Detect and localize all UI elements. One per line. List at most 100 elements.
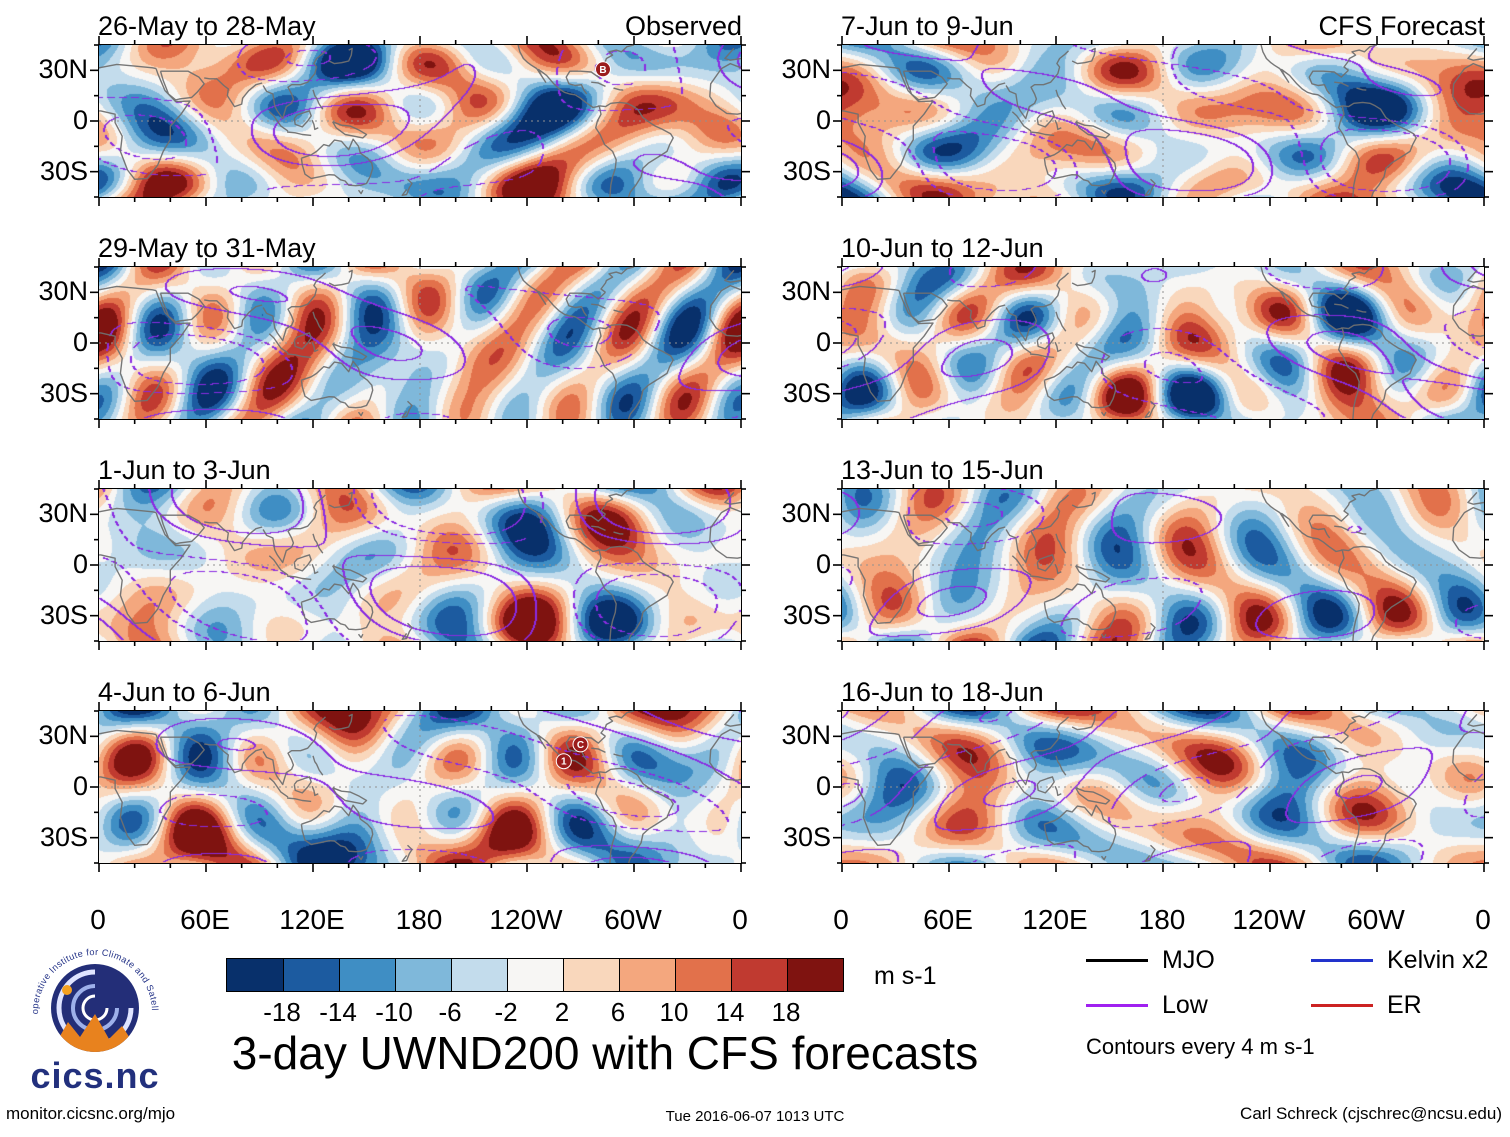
colorbar-labels: -18 -14 -10 -6 -2 2 6 10 14 18 [226,992,844,1027]
map-panel: 10-Jun to 12-Jun 30N 0 30S [781,230,1493,428]
storm-marker: 1 [555,753,572,770]
colorbar-tick-label: 2 [554,997,570,1027]
logo-spiral-inner [81,994,109,1022]
map-overlay [833,480,1493,650]
coastlines [98,488,742,642]
colorbar-cell [787,959,843,991]
x-tick-label: 60W [604,904,662,935]
map-plot [833,480,1493,650]
axis-ticks [833,258,1493,428]
colorbar-cell [675,959,731,991]
panel-header: 26-May to 28-May Observed [98,8,742,41]
colorbar-tick-label: 18 [771,997,801,1027]
y-tick-label: 0 [72,327,88,357]
map-overlay [833,36,1493,206]
logo-spiral-mid [71,984,119,1032]
cics-logo-graphic: Cooperative Institute for Climate and Sa… [6,934,160,1052]
x-tick-label: 0 [833,904,849,935]
colorbar-cell [339,959,395,991]
panel-header: 13-Jun to 15-Jun [841,452,1485,485]
panel-header: 4-Jun to 6-Jun [98,674,742,707]
panel-header: 10-Jun to 12-Jun [841,230,1485,263]
gridlines [842,45,1484,197]
panel-header: 1-Jun to 3-Jun [98,452,742,485]
storm-marker: C [572,736,589,753]
x-tick-label: 0 [90,904,106,935]
colorbar-cell [227,959,283,991]
panel-title: 1-Jun to 3-Jun [98,455,271,485]
x-tick-label: 120W [1232,904,1306,935]
y-tick-label: 30S [782,599,831,630]
colorbar-tick-label: 14 [715,997,745,1027]
map-plot: B [90,36,750,206]
map-overlay [90,480,750,650]
coastlines [841,710,1485,864]
panel-title: 4-Jun to 6-Jun [98,677,271,707]
column-label: CFS Forecast [1318,11,1485,41]
y-tick-label: 30N [38,720,88,751]
panel-title: 10-Jun to 12-Jun [841,233,1044,263]
coastlines [841,488,1485,642]
x-tick-label: 180 [395,904,443,935]
x-tick-label: 120E [279,904,345,935]
axis-ticks [833,36,1493,206]
axis-ticks [833,702,1493,872]
y-tick-label: 0 [815,549,831,579]
x-tick-label: 60E [180,904,230,935]
map-overlay: B [90,36,750,206]
axis-ticks [90,480,750,650]
map-panel: 16-Jun to 18-Jun 30N 0 30S [781,674,1493,872]
y-tick-label: 30S [39,821,88,852]
legend-line-sample [1086,959,1148,962]
colorbar-cell [507,959,563,991]
legend-item: MJO [1086,946,1311,975]
y-tick-label: 0 [72,549,88,579]
x-tick-label: 120E [1022,904,1088,935]
map-overlay [90,258,750,428]
legend-label: MJO [1162,946,1215,974]
forecast-column: 7-Jun to 9-Jun CFS Forecast 30N 0 30S 10-J… [781,8,1493,942]
cics-logo: Cooperative Institute for Climate and Sa… [6,934,180,1097]
y-tick-label: 30N [38,54,88,85]
figure-title: 3-day UWND200 with CFS forecasts [231,1027,979,1079]
colorbar-tick-label: -10 [375,997,413,1027]
map-panel: 13-Jun to 15-Jun 30N 0 30S [781,452,1493,650]
colorbar: -18 -14 -10 -6 -2 2 6 10 14 18 [226,958,844,1027]
y-tick-label: 30S [39,599,88,630]
logo-mountains [51,1014,139,1052]
y-axis-labels: 30N 0 30S [38,44,98,198]
coastlines [98,710,742,864]
source-url: monitor.cicsnc.org/mjo [6,1104,176,1123]
y-tick-label: 0 [815,771,831,801]
y-axis-labels: 30N 0 30S [38,710,98,864]
colorbar-cell [563,959,619,991]
map-panel: 26-May to 28-May Observed 30N 0 30S B [38,8,750,206]
gridlines [99,489,741,641]
legend-note: Contours every 4 m s-1 [1086,1034,1315,1059]
column-label: Observed [624,11,742,41]
y-axis-labels: 30N 0 30S [781,488,841,642]
y-tick-label: 30N [38,498,88,529]
colorbar-cell [283,959,339,991]
author-credit: Carl Schreck (cjschrec@ncsu.edu) [1240,1104,1502,1123]
gridlines [842,267,1484,419]
panel-title: 16-Jun to 18-Jun [841,677,1044,707]
map-plot [90,480,750,650]
observed-column: 26-May to 28-May Observed 30N 0 30S B 29-M… [38,8,750,942]
gridlines [99,267,741,419]
legend-item: Low [1086,991,1311,1020]
colorbar-cell [731,959,787,991]
map-panel: 7-Jun to 9-Jun CFS Forecast 30N 0 30S [781,8,1493,206]
y-tick-label: 0 [815,327,831,357]
colorbar-tick-label: -6 [438,997,462,1027]
map-plot [833,36,1493,206]
y-tick-label: 30N [781,498,831,529]
axis-ticks [833,480,1493,650]
colorbar-tick-label: -2 [494,997,518,1027]
coastlines [841,266,1485,420]
y-axis-labels: 30N 0 30S [38,488,98,642]
storm-label: B [599,65,606,76]
x-tick-label: 60E [923,904,973,935]
